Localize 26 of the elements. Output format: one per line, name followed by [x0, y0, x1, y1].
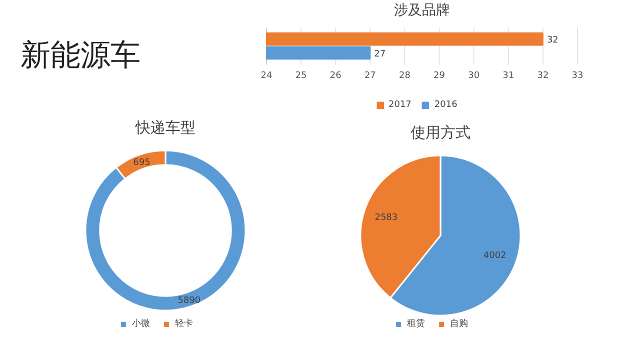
data-label: 2583	[374, 212, 398, 223]
data-label: 4002	[483, 251, 506, 262]
data-label: 695	[133, 158, 150, 168]
x-tick-label: 25	[295, 71, 307, 81]
x-tick-label: 30	[468, 71, 480, 81]
legend-label: 租赁	[407, 318, 426, 330]
chart-title: 使用方式	[410, 124, 470, 142]
legend-label: 轻卡	[175, 318, 194, 330]
chart-title: 涉及品牌	[394, 2, 450, 18]
x-tick-label: 27	[364, 71, 376, 81]
x-tick-label: 24	[260, 71, 272, 81]
x-tick-label: 31	[502, 71, 514, 81]
data-label: 5890	[178, 296, 201, 306]
legend-label: 2017	[388, 100, 412, 110]
legend-label: 自购	[450, 318, 469, 330]
data-label: 32	[546, 36, 558, 46]
legend-label: 小微	[132, 318, 151, 330]
chart-title: 快递车型	[134, 118, 196, 136]
x-tick-label: 29	[434, 71, 446, 81]
text: 新能源车	[20, 38, 140, 73]
x-tick-label: 32	[537, 71, 549, 81]
data-label: 27	[374, 49, 386, 60]
x-tick-label: 26	[330, 71, 342, 81]
x-tick-label: 28	[398, 71, 411, 81]
x-tick-label: 33	[572, 71, 584, 81]
legend-label: 2016	[434, 100, 458, 110]
